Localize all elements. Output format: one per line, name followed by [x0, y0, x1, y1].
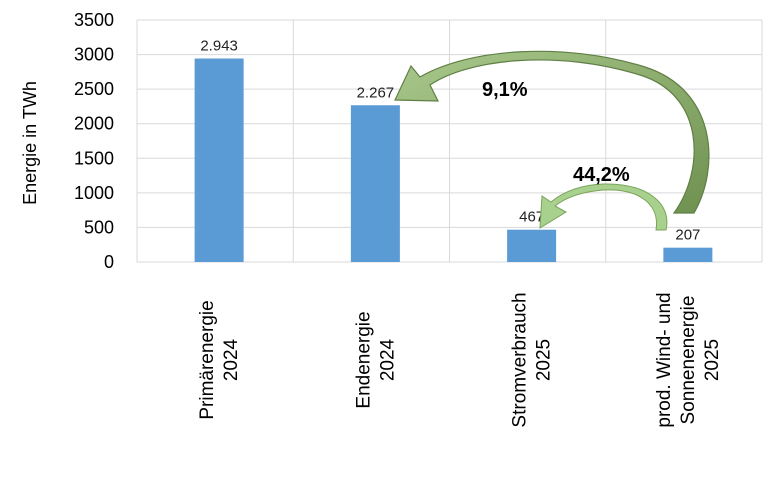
y-tick-label: 1000	[74, 183, 114, 203]
y-tick-label: 1500	[74, 148, 114, 168]
y-axis: 0 500 1000 1500 2000 2500 3000 3500	[74, 10, 114, 272]
curved-arrow-big	[394, 50, 710, 214]
x-tick-label: 2024	[221, 338, 242, 381]
annotation-label-big: 9,1%	[482, 79, 528, 101]
data-label: 467	[519, 209, 544, 226]
bars	[194, 58, 713, 262]
bar	[194, 58, 244, 262]
data-label: 2.267	[357, 84, 395, 101]
annotation-label-small: 44,2%	[573, 164, 630, 186]
y-tick-label: 500	[84, 217, 114, 237]
data-label: 207	[675, 227, 700, 244]
x-tick-label: Primärenergie	[197, 300, 218, 419]
x-tick-label: Stromverbrauch	[510, 292, 531, 427]
y-tick-label: 3500	[74, 10, 114, 30]
bar	[663, 247, 713, 262]
x-tick-label: 2024	[377, 338, 398, 381]
y-tick-label: 2500	[74, 79, 114, 99]
curved-arrow-small	[539, 183, 668, 231]
data-label: 2.943	[200, 38, 238, 55]
y-tick-label: 3000	[74, 45, 114, 65]
x-tick-label: 2025	[702, 339, 723, 381]
x-tick-label: Endenergie	[353, 311, 374, 408]
x-tick-label: Sonnenenergie	[678, 296, 699, 425]
bar	[350, 105, 400, 262]
y-tick-label: 0	[104, 252, 114, 272]
bar	[507, 229, 557, 262]
data-labels: 2.943 2.267 467 207	[200, 38, 700, 244]
x-tick-label: 2025	[534, 339, 555, 381]
y-axis-label: Energie in TWh	[20, 81, 40, 205]
x-axis: Primärenergie 2024 Endenergie 2024 Stromverb…	[197, 292, 723, 427]
y-tick-label: 2000	[74, 114, 114, 134]
x-tick-label: prod. Wind- und	[654, 292, 675, 427]
